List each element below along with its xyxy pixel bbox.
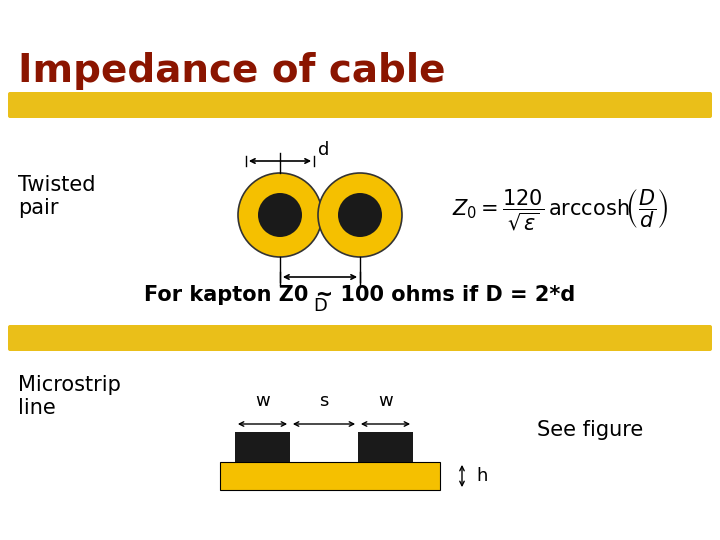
Ellipse shape — [338, 193, 382, 237]
Text: Impedance of cable: Impedance of cable — [18, 52, 446, 90]
Text: h: h — [476, 467, 487, 485]
Text: $Z_0 = \dfrac{120}{\sqrt{\varepsilon}}\,\mathrm{arccosh}\!\left(\dfrac{D}{d}\rig: $Z_0 = \dfrac{120}{\sqrt{\varepsilon}}\,… — [451, 187, 668, 233]
Ellipse shape — [238, 173, 322, 257]
Text: Microstrip
line: Microstrip line — [18, 375, 121, 418]
Text: Twisted
pair: Twisted pair — [18, 175, 96, 218]
Ellipse shape — [258, 193, 302, 237]
Bar — [220, 462, 440, 490]
Text: D: D — [313, 297, 327, 315]
Text: w: w — [378, 392, 393, 410]
Text: For kapton Z0 ~ 100 ohms if D = 2*d: For kapton Z0 ~ 100 ohms if D = 2*d — [145, 285, 575, 305]
Text: w: w — [255, 392, 270, 410]
Text: d: d — [318, 141, 329, 159]
Bar — [358, 432, 413, 462]
FancyBboxPatch shape — [8, 325, 712, 351]
Bar — [235, 432, 290, 462]
Text: See figure: See figure — [537, 420, 643, 440]
Ellipse shape — [318, 173, 402, 257]
FancyBboxPatch shape — [8, 92, 712, 118]
Text: s: s — [319, 392, 329, 410]
